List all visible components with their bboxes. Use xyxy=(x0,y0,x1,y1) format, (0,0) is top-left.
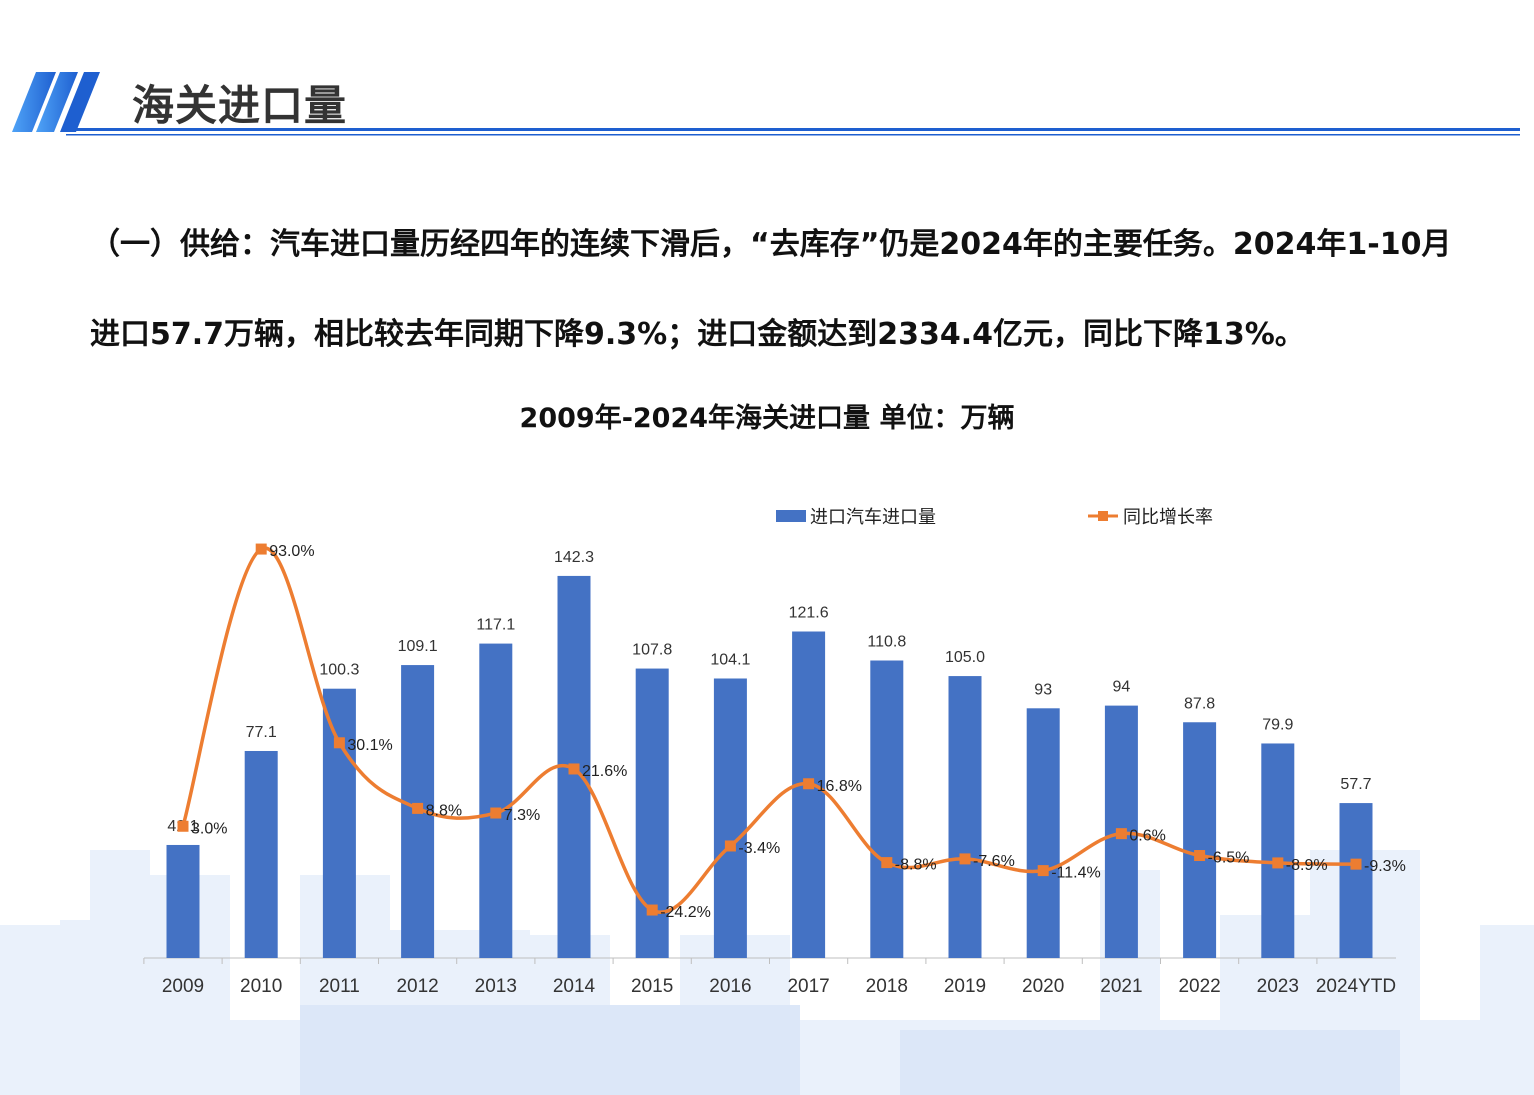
page-title: 海关进口量 xyxy=(132,81,348,130)
growth-line xyxy=(181,546,1357,914)
bar-data-label: 105.0 xyxy=(945,649,985,666)
growth-marker xyxy=(1194,850,1206,862)
bar xyxy=(244,750,278,958)
growth-marker xyxy=(255,543,267,555)
x-tick-label: 2009 xyxy=(162,976,204,997)
growth-data-label: 3.0% xyxy=(191,820,227,837)
intro-line: 进口57.7万辆，相比较去年同期下降9.3%；进口金额达到2334.4亿元，同比… xyxy=(90,317,1305,352)
chart-title: 2009年-2024年海关进口量 单位：万辆 xyxy=(519,403,1015,434)
growth-data-label: -8.9% xyxy=(1286,857,1328,874)
bar-data-label: 117.1 xyxy=(476,617,515,634)
growth-data-label: -6.5% xyxy=(1208,850,1250,867)
x-tick-label: 2011 xyxy=(319,976,360,997)
intro-line: （一）供给：汽车进口量历经四年的连续下滑后，“去库存”仍是2024年的主要任务。… xyxy=(90,227,1452,262)
bar-data-label: 100.3 xyxy=(319,662,359,679)
growth-data-label: -11.4% xyxy=(1051,865,1101,882)
bar-data-label: 57.7 xyxy=(1340,776,1371,793)
bar xyxy=(713,678,747,958)
legend-line-marker xyxy=(1098,511,1108,521)
x-tick-label: 2019 xyxy=(944,976,986,997)
bar-data-label: 77.1 xyxy=(246,724,277,741)
growth-data-label: -9.3% xyxy=(1364,858,1406,875)
bar xyxy=(1261,743,1295,958)
growth-marker xyxy=(490,807,502,819)
growth-marker xyxy=(177,820,189,832)
legend-line-label: 同比增长率 xyxy=(1123,507,1213,527)
x-tick-label: 2012 xyxy=(396,976,438,997)
growth-marker xyxy=(1272,857,1284,869)
bar-data-label: 110.8 xyxy=(867,634,906,651)
growth-marker xyxy=(412,802,424,814)
growth-marker xyxy=(1037,865,1049,877)
bar-data-label: 87.8 xyxy=(1184,695,1215,712)
growth-marker xyxy=(803,778,815,790)
stripe-icon xyxy=(60,72,100,132)
growth-marker xyxy=(1115,828,1127,840)
x-tick-label: 2018 xyxy=(866,976,908,997)
x-tick-label: 2020 xyxy=(1022,976,1064,997)
bar-data-label: 107.8 xyxy=(632,642,672,659)
bar-data-label: 121.6 xyxy=(789,605,829,622)
growth-marker xyxy=(568,763,580,775)
growth-data-label: -3.4% xyxy=(738,840,780,857)
growth-data-label: 0.6% xyxy=(1129,828,1165,845)
growth-data-label: 93.0% xyxy=(269,543,314,560)
bar xyxy=(948,676,982,958)
bar xyxy=(1026,708,1060,958)
growth-marker xyxy=(881,857,893,869)
x-tick-label: 2017 xyxy=(787,976,829,997)
stripe-icon xyxy=(36,72,78,132)
growth-marker xyxy=(724,840,736,852)
growth-data-label: 8.8% xyxy=(426,802,462,819)
growth-data-label: 30.1% xyxy=(347,737,392,754)
growth-data-label: -8.8% xyxy=(895,857,937,874)
bar xyxy=(322,688,356,958)
bar xyxy=(1339,803,1373,958)
legend-bar-label: 进口汽车进口量 xyxy=(810,507,936,527)
growth-data-label: 7.3% xyxy=(504,807,540,824)
bar-data-label: 109.1 xyxy=(398,638,438,655)
bar xyxy=(1183,722,1217,958)
x-tick-label: 2016 xyxy=(709,976,751,997)
growth-marker xyxy=(959,853,971,865)
bar-data-label: 94 xyxy=(1113,679,1131,696)
bar xyxy=(166,844,200,958)
growth-data-label: -7.6% xyxy=(973,853,1015,870)
intro-text: （一）供给：汽车进口量历经四年的连续下滑后，“去库存”仍是2024年的主要任务。… xyxy=(90,200,1490,380)
x-tick-label: 2015 xyxy=(631,976,673,997)
growth-data-label: -24.2% xyxy=(660,904,711,921)
bar-data-label: 79.9 xyxy=(1262,716,1293,733)
bar-data-label: 142.3 xyxy=(554,549,594,566)
x-tick-label: 2010 xyxy=(240,976,282,997)
header-rule xyxy=(66,128,1520,131)
growth-marker xyxy=(1350,858,1362,870)
growth-marker xyxy=(646,904,658,916)
growth-marker xyxy=(333,737,345,749)
bar xyxy=(870,660,904,958)
bar xyxy=(792,631,826,958)
stripe-icon xyxy=(12,72,56,132)
bar-data-label: 93 xyxy=(1034,681,1052,698)
x-tick-label: 2013 xyxy=(475,976,517,997)
x-tick-label: 2022 xyxy=(1178,976,1220,997)
bar-data-label: 104.1 xyxy=(710,651,750,668)
growth-data-label: 21.6% xyxy=(582,763,627,780)
growth-data-label: 16.8% xyxy=(817,778,862,795)
legend-bar-swatch xyxy=(776,510,806,522)
legend: 进口汽车进口量 同比增长率 xyxy=(776,507,1213,527)
x-tick-label: 2024YTD xyxy=(1316,976,1396,997)
bar xyxy=(479,643,513,958)
x-tick-label: 2014 xyxy=(553,976,596,997)
x-tick-label: 2021 xyxy=(1100,976,1142,997)
x-tick-label: 2023 xyxy=(1257,976,1299,997)
